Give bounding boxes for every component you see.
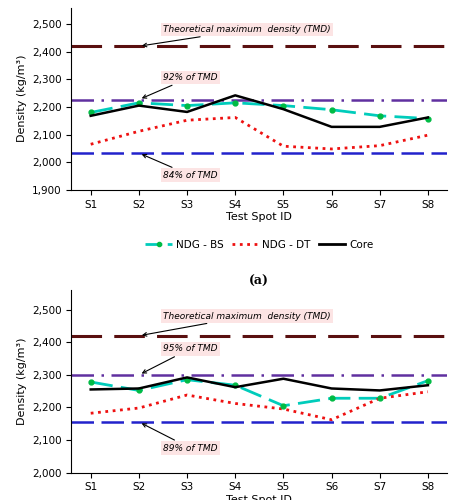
Text: Theoretical maximum  density (TMD): Theoretical maximum density (TMD) (143, 312, 331, 336)
Y-axis label: Density (kg/m³): Density (kg/m³) (17, 338, 27, 425)
X-axis label: Test Spot ID: Test Spot ID (226, 212, 292, 222)
Text: (a): (a) (249, 274, 269, 287)
Text: Theoretical maximum  density (TMD): Theoretical maximum density (TMD) (143, 25, 331, 47)
Legend: NDG - BS, NDG - DT, Core: NDG - BS, NDG - DT, Core (142, 236, 377, 254)
Text: 89% of TMD: 89% of TMD (142, 424, 218, 452)
Text: 92% of TMD: 92% of TMD (143, 73, 218, 98)
Y-axis label: Density (kg/m³): Density (kg/m³) (17, 55, 27, 142)
Text: 95% of TMD: 95% of TMD (142, 344, 218, 373)
X-axis label: Test Spot ID: Test Spot ID (226, 495, 292, 500)
Text: 84% of TMD: 84% of TMD (143, 154, 218, 180)
